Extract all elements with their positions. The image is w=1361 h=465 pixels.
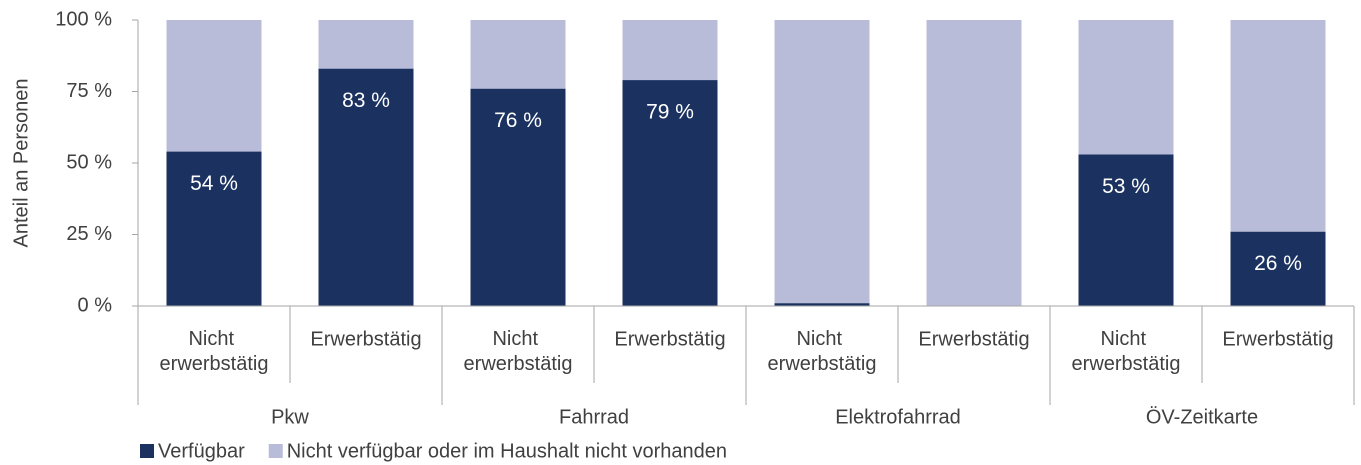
- bar-segment: [1078, 154, 1174, 306]
- y-tick-label: 75 %: [66, 80, 112, 102]
- bar-segment: [318, 68, 414, 307]
- bar-segment: [1230, 231, 1326, 306]
- bar-segment: [166, 20, 262, 152]
- x-tick-label: Erwerbstätig: [918, 328, 1029, 350]
- x-tick-label: Nicht erwerbstätig: [464, 328, 573, 375]
- x-tick-label: Nicht erwerbstätig: [1072, 328, 1181, 375]
- y-tick-label: 50 %: [66, 151, 112, 173]
- x-tick-label-line: erwerbstätig: [1072, 353, 1181, 375]
- bar-segment: [318, 20, 414, 69]
- bar-segment: [926, 20, 1022, 306]
- data-label: 76 %: [494, 109, 542, 132]
- x-tick-label-line: erwerbstätig: [464, 353, 573, 375]
- legend-swatch: [140, 444, 154, 458]
- bar-segment: [1078, 20, 1174, 155]
- data-label: 53 %: [1102, 175, 1150, 198]
- x-tick-label-line: erwerbstätig: [768, 353, 877, 375]
- bar-segment: [774, 20, 870, 304]
- bar-segment: [166, 151, 262, 306]
- x-tick-label: Nicht erwerbstätig: [768, 328, 877, 375]
- data-label: 26 %: [1254, 252, 1302, 275]
- y-tick-label: 0 %: [78, 294, 113, 316]
- bar-segment: [622, 80, 718, 306]
- x-tick-label: Erwerbstätig: [1222, 328, 1333, 350]
- bar-segment: [470, 88, 566, 306]
- x-tick-label-line: erwerbstätig: [160, 353, 269, 375]
- x-tick-label: Erwerbstätig: [310, 328, 421, 350]
- x-tick-label-line: Nicht: [796, 328, 847, 350]
- group-label: ÖV-Zeitkarte: [1146, 406, 1258, 428]
- legend-label: Nicht verfügbar oder im Haushalt nicht v…: [287, 440, 727, 462]
- y-tick-label: 100 %: [55, 8, 112, 30]
- legend-label: Verfügbar: [158, 440, 245, 462]
- group-label: Pkw: [271, 406, 309, 428]
- x-tick-label-line: Nicht: [492, 328, 543, 350]
- bar-segment: [774, 303, 870, 306]
- x-tick-label-line: Nicht: [188, 328, 239, 350]
- data-label: 54 %: [190, 172, 238, 195]
- data-label: 83 %: [342, 89, 390, 112]
- bar-segment: [622, 20, 718, 81]
- group-label: Fahrrad: [559, 406, 629, 428]
- y-axis-label: Anteil an Personen: [10, 78, 32, 247]
- x-tick-label-line: Nicht: [1100, 328, 1151, 350]
- bar-segment: [1230, 20, 1326, 232]
- x-tick-label: Erwerbstätig: [614, 328, 725, 350]
- data-label: 79 %: [646, 101, 694, 124]
- y-tick-label: 25 %: [66, 223, 112, 245]
- group-label: Elektrofahrrad: [835, 406, 961, 428]
- legend-swatch: [268, 444, 283, 458]
- bar-segment: [470, 20, 566, 89]
- x-tick-label: Nicht erwerbstätig: [160, 328, 269, 375]
